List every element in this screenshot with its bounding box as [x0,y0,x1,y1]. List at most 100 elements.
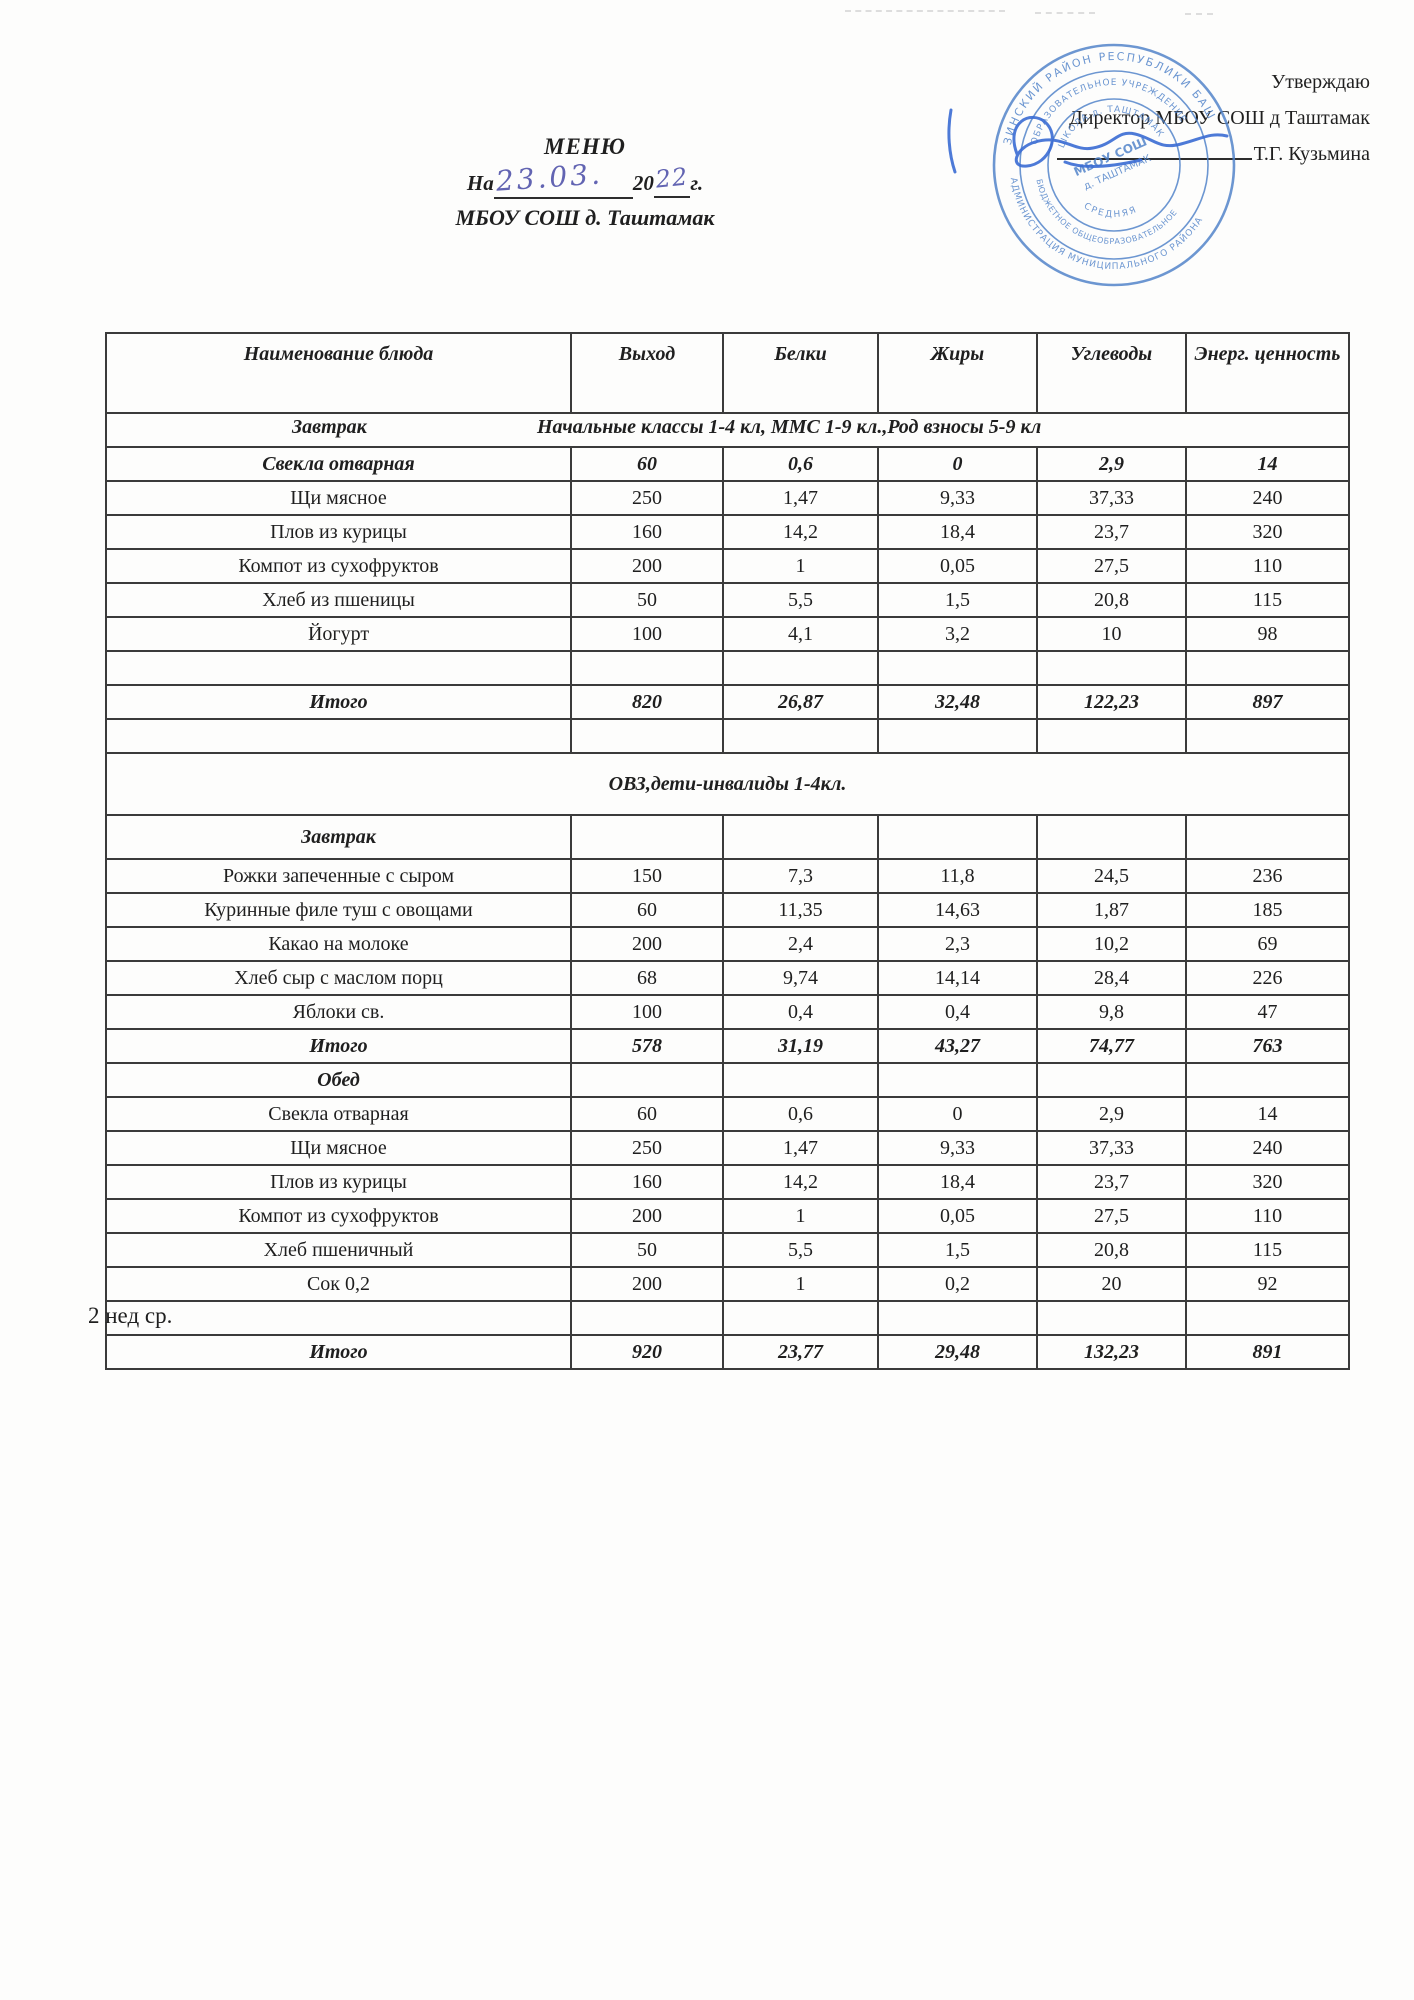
value-cell: 23,77 [722,1334,879,1370]
value-cell: 9,33 [877,1130,1038,1166]
col-header-dish: Наименование блюда [105,332,572,414]
dish-name-cell: Компот из сухофруктов [105,548,572,584]
table-row: Плов из курицы 160 14,2 18,4 23,7 320 [105,514,1350,550]
value-cell: 1 [722,1266,879,1302]
value-cell: 0,05 [877,548,1038,584]
signature-line [1056,138,1252,160]
empty-cell [570,1062,724,1098]
empty-cell [105,1300,572,1336]
value-cell: 110 [1185,1198,1350,1234]
dish-name-cell: Итого [105,1028,572,1064]
table-row: Куринные филе туш с овощами 60 11,35 14,63 1… [105,892,1350,928]
page-title: МЕНЮ [544,134,626,159]
table-row: Обед [105,1062,1350,1098]
scan-artifact [1035,12,1095,14]
table-row [105,650,1350,686]
value-cell: 100 [570,616,724,652]
col-header-energy: Энерг. ценность [1185,332,1350,414]
value-cell: 763 [1185,1028,1350,1064]
handwritten-date: 23.03. [494,157,604,198]
value-cell: 250 [570,480,724,516]
value-cell: 29,48 [877,1334,1038,1370]
value-cell: 14,14 [877,960,1038,996]
approval-line3: Т.Г. Кузьмина [1056,136,1370,172]
scan-artifact [845,10,1005,12]
value-cell: 920 [570,1334,724,1370]
empty-cell [570,1300,724,1336]
value-cell: 185 [1185,892,1350,928]
dish-name-cell: Щи мясное [105,1130,572,1166]
table-row [105,718,1350,754]
value-cell: 74,77 [1036,1028,1187,1064]
menu-table-body: Завтрак Начальные классы 1-4 кл, ММС 1-9 … [105,412,1350,1370]
dish-name-cell: Плов из курицы [105,1164,572,1200]
table-row: Какао на молоке 200 2,4 2,3 10,2 69 [105,926,1350,962]
value-cell: 1,87 [1036,892,1187,928]
value-cell: 14 [1185,1096,1350,1132]
value-cell: 23,7 [1036,1164,1187,1200]
value-cell: 0,6 [722,1096,879,1132]
value-cell: 1,5 [877,582,1038,618]
dish-name-cell: Свекла отварная [105,446,572,482]
col-header-output: Выход [570,332,724,414]
value-cell: 122,23 [1036,684,1187,720]
table-row: Хлеб из пшеницы 50 5,5 1,5 20,8 115 [105,582,1350,618]
table-row: Рожки запеченные с сыром 150 7,3 11,8 24,5 23… [105,858,1350,894]
value-cell: 320 [1185,514,1350,550]
class-groups-note: Начальные классы 1-4 кл, ММС 1-9 кл.,Род… [537,416,1042,438]
value-cell: 236 [1185,858,1350,894]
value-cell: 0 [877,1096,1038,1132]
dish-name-cell: Итого [105,1334,572,1370]
dish-name-cell: Свекла отварная [105,1096,572,1132]
empty-cell [1036,650,1187,686]
value-cell: 200 [570,926,724,962]
empty-cell [570,718,724,754]
table-row: Хлеб сыр с маслом порц 68 9,74 14,14 28,4 226 [105,960,1350,996]
table-row: Итого 578 31,19 43,27 74,77 763 [105,1028,1350,1064]
col-header-fats: Жиры [877,332,1038,414]
value-cell: 23,7 [1036,514,1187,550]
week-note: 2 нед ср. [88,1303,173,1328]
stamp-ring-inner-bottom: СРЕДНЯЯ [1082,201,1138,220]
value-cell: 5,5 [722,582,879,618]
value-cell: 0,4 [722,994,879,1030]
value-cell: 20 [1036,1266,1187,1302]
value-cell: 240 [1185,1130,1350,1166]
value-cell: 3,2 [877,616,1038,652]
table-header-row: Наименование блюда Выход Белки Жиры Угле… [105,332,1350,414]
dish-name-cell: Хлеб пшеничный [105,1232,572,1268]
value-cell: 0,2 [877,1266,1038,1302]
year-underline: 22 [653,162,691,198]
value-cell: 69 [1185,926,1350,962]
value-cell: 1 [722,1198,879,1234]
dish-name-cell: Куринные филе туш с овощами [105,892,572,928]
value-cell: 0,4 [877,994,1038,1030]
value-cell: 0,05 [877,1198,1038,1234]
value-cell: 26,87 [722,684,879,720]
year-suffix: г. [690,171,704,195]
empty-cell [1185,650,1350,686]
value-cell: 1,47 [722,1130,879,1166]
handwritten-year: 22 [654,162,690,194]
value-cell: 132,23 [1036,1334,1187,1370]
value-cell: 115 [1185,582,1350,618]
dish-name-cell: Плов из курицы [105,514,572,550]
director-signature [947,108,1229,174]
empty-cell [722,1062,879,1098]
dish-name-cell: Щи мясное [105,480,572,516]
value-cell: 0,6 [722,446,879,482]
empty-cell [1185,814,1350,860]
value-cell: 820 [570,684,724,720]
meal-label: Завтрак [292,416,367,438]
value-cell: 14,63 [877,892,1038,928]
value-cell: 10,2 [1036,926,1187,962]
dish-name-cell: Компот из сухофруктов [105,1198,572,1234]
value-cell: 27,5 [1036,1198,1187,1234]
value-cell: 1 [722,548,879,584]
scan-artifact [1185,13,1213,15]
value-cell: 14,2 [722,1164,879,1200]
value-cell: 891 [1185,1334,1350,1370]
value-cell: 20,8 [1036,582,1187,618]
value-cell: 50 [570,582,724,618]
approval-line1: Утверждаю [1271,71,1370,93]
